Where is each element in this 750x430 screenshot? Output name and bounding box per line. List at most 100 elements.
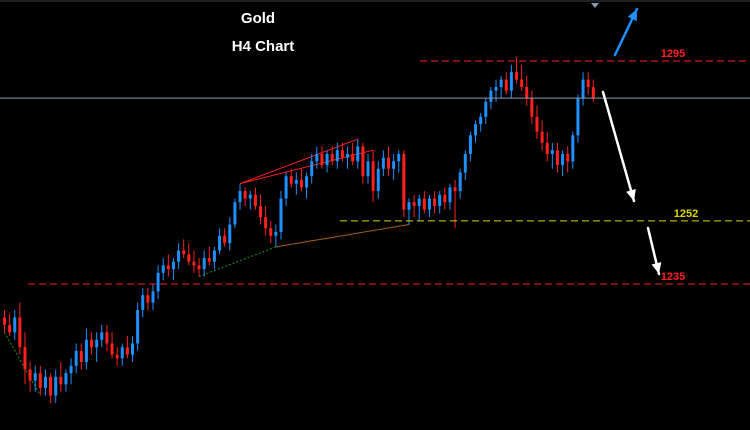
candle-body bbox=[289, 176, 293, 184]
candle bbox=[438, 191, 442, 214]
candle-body bbox=[151, 291, 155, 303]
candle bbox=[64, 369, 68, 392]
candle-body bbox=[187, 254, 191, 262]
candle bbox=[95, 332, 99, 363]
candle bbox=[100, 324, 104, 348]
candle bbox=[243, 187, 247, 206]
candle bbox=[284, 172, 288, 206]
candle-body bbox=[535, 116, 539, 132]
trend-annotations bbox=[4, 138, 410, 396]
arrows-group bbox=[601, 7, 662, 276]
candle-body bbox=[248, 194, 252, 199]
trend-line-green bbox=[4, 332, 41, 396]
candle-body bbox=[489, 90, 493, 102]
candle-body bbox=[515, 72, 518, 80]
candle-body bbox=[346, 153, 350, 158]
candle bbox=[320, 146, 324, 169]
candle-body bbox=[136, 310, 140, 344]
candle-body bbox=[412, 202, 416, 206]
candle bbox=[407, 198, 411, 225]
candle bbox=[248, 191, 252, 210]
candle bbox=[509, 64, 513, 99]
candle-body bbox=[64, 373, 68, 385]
candle bbox=[422, 191, 426, 214]
candle-body bbox=[95, 339, 99, 348]
candles-group bbox=[3, 57, 595, 403]
candle bbox=[259, 194, 262, 225]
candle bbox=[84, 328, 88, 370]
down-arrow-icon-2 bbox=[646, 226, 662, 276]
candle bbox=[581, 72, 585, 106]
candle bbox=[171, 257, 175, 281]
candle-body bbox=[84, 339, 88, 363]
candle-body bbox=[23, 347, 27, 370]
candle bbox=[356, 139, 360, 169]
candle-body bbox=[571, 135, 575, 162]
candle bbox=[59, 362, 63, 392]
candle bbox=[540, 120, 544, 151]
candle-body bbox=[28, 369, 32, 381]
candle bbox=[136, 302, 140, 351]
candle bbox=[223, 228, 227, 247]
candle-body bbox=[453, 187, 457, 192]
candle bbox=[233, 198, 237, 229]
level-label-1252: 1252 bbox=[674, 208, 698, 220]
candle-body bbox=[484, 101, 488, 117]
candle-body bbox=[540, 131, 544, 143]
candle bbox=[453, 179, 457, 229]
level-label-1295: 1295 bbox=[661, 48, 685, 60]
candle-body bbox=[433, 198, 437, 206]
candle-body bbox=[468, 135, 472, 154]
down-arrow-icon-1 bbox=[601, 90, 636, 203]
candle bbox=[289, 168, 293, 188]
candle-body bbox=[443, 194, 447, 203]
candle-body bbox=[218, 235, 222, 251]
candle bbox=[156, 265, 160, 299]
candle-body bbox=[202, 257, 206, 270]
candle-body bbox=[340, 150, 344, 158]
candle-body bbox=[13, 317, 17, 333]
candle-body bbox=[576, 98, 580, 136]
candle-body bbox=[555, 150, 559, 166]
candle bbox=[381, 150, 385, 177]
candle-body bbox=[110, 343, 114, 355]
scroll-marker-icon[interactable] bbox=[591, 3, 599, 8]
candle bbox=[535, 105, 539, 140]
candle-body bbox=[197, 265, 201, 270]
candle bbox=[463, 150, 467, 180]
candle bbox=[566, 146, 570, 173]
candle bbox=[448, 183, 452, 210]
candle-body bbox=[131, 343, 134, 355]
candle-body bbox=[422, 198, 426, 210]
candle bbox=[197, 257, 201, 277]
arrow-head bbox=[627, 9, 637, 22]
candle-body bbox=[392, 161, 396, 169]
candle bbox=[571, 131, 575, 169]
candle-body bbox=[90, 339, 94, 348]
candle-body bbox=[315, 153, 319, 162]
candle bbox=[525, 75, 529, 106]
candle-body bbox=[8, 324, 12, 333]
candle bbox=[361, 142, 365, 184]
candle-body bbox=[264, 217, 268, 229]
candle-body bbox=[228, 224, 232, 244]
candle-body bbox=[366, 161, 370, 177]
candle bbox=[330, 146, 334, 166]
candle-body bbox=[161, 265, 165, 273]
candle bbox=[443, 187, 447, 210]
candle-body bbox=[325, 153, 329, 166]
candle-body bbox=[115, 354, 119, 359]
candle bbox=[545, 131, 549, 162]
candle-body bbox=[499, 79, 503, 88]
candle-body bbox=[171, 261, 175, 270]
candle-body bbox=[458, 172, 462, 192]
candle bbox=[310, 153, 314, 184]
candle bbox=[474, 120, 478, 143]
candle bbox=[238, 183, 242, 210]
candle bbox=[387, 146, 390, 177]
candle-body bbox=[18, 317, 22, 348]
candle bbox=[504, 72, 508, 95]
candle bbox=[305, 172, 309, 199]
candle-body bbox=[407, 202, 411, 210]
